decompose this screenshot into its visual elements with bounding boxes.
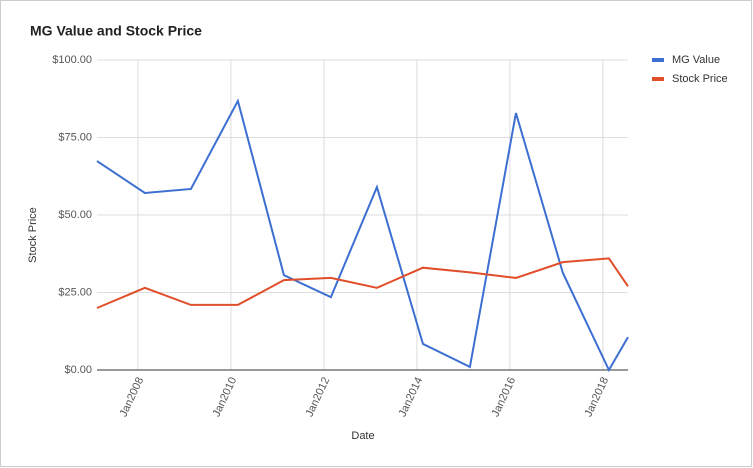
y-axis-label: Stock Price [27, 207, 39, 263]
x-axis-label: Date [351, 430, 374, 442]
y-tick-label: $50.00 [58, 209, 92, 221]
legend-label: Stock Price [672, 73, 728, 85]
series-line [96, 98, 629, 373]
y-tick-label: $25.00 [58, 286, 92, 298]
legend-label: MG Value [672, 54, 720, 66]
y-tick-label: $75.00 [58, 131, 92, 143]
series-line [96, 257, 629, 309]
chart-title: MG Value and Stock Price [30, 23, 202, 39]
y-tick-label: $100.00 [52, 54, 92, 66]
y-tick-label: $0.00 [64, 364, 92, 376]
